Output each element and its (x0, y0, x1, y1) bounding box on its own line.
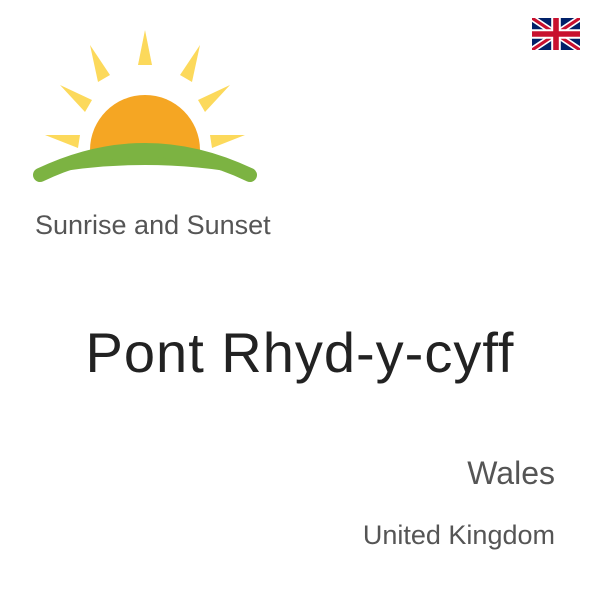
region-text: Wales (467, 455, 555, 492)
uk-flag-icon (532, 18, 580, 50)
location-title: Pont Rhyd-y-cyff (0, 320, 600, 385)
sunrise-icon (30, 20, 260, 200)
country-text: United Kingdom (363, 520, 555, 551)
sunrise-logo (30, 20, 260, 200)
flag-svg (532, 18, 580, 50)
tagline-text: Sunrise and Sunset (35, 210, 271, 241)
